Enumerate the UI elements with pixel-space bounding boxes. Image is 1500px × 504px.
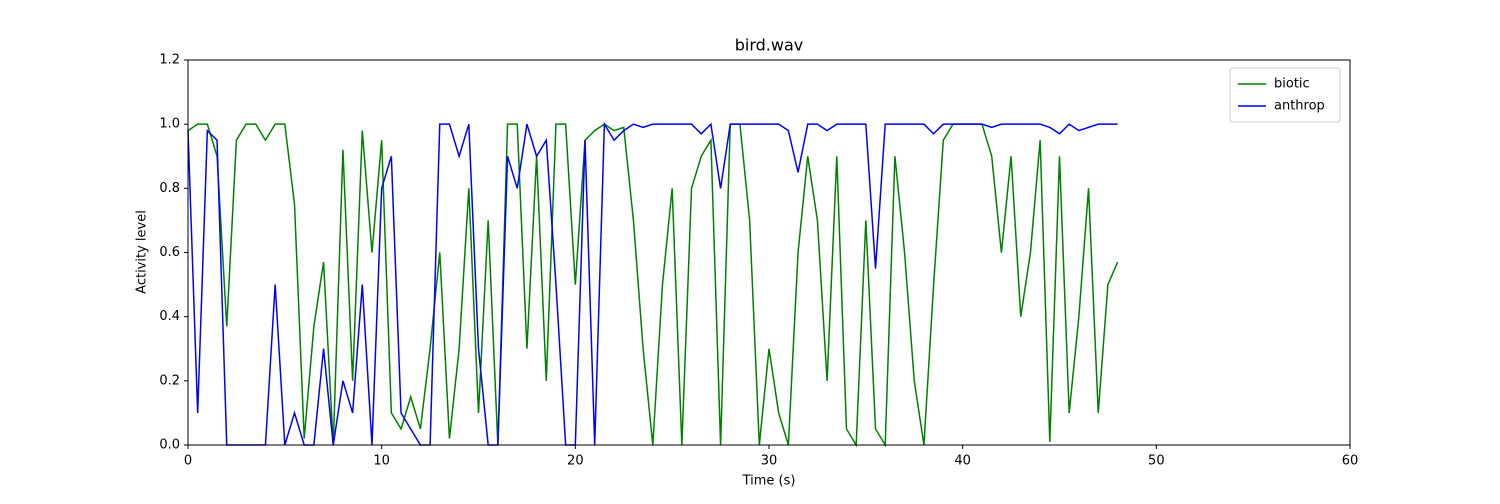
line-series (187, 123, 1119, 448)
y-tick-label: 0.8 (159, 181, 180, 196)
y-tick-label: 1.0 (159, 117, 180, 132)
y-tick-label: 0.0 (159, 438, 180, 453)
x-tick-label: 10 (373, 454, 390, 469)
y-tick-label: 0.6 (159, 245, 180, 260)
line-series (187, 121, 1118, 446)
y-axis-label: Activity level (135, 210, 150, 294)
y-tick-label: 0.2 (159, 373, 180, 388)
x-tick-label: 30 (761, 454, 778, 469)
legend-box (1229, 67, 1341, 123)
x-tick-label: 20 (567, 454, 584, 469)
x-axis-label: Time (s) (742, 474, 796, 489)
x-tick-label: 60 (1342, 454, 1359, 469)
legend-label: anthrop (1274, 99, 1325, 114)
chart-title: bird.wav (735, 36, 804, 55)
legend-label: biotic (1274, 77, 1310, 92)
y-tick-label: 1.2 (159, 53, 180, 68)
y-tick-label: 0.4 (159, 309, 180, 324)
x-tick-label: 0 (184, 454, 192, 469)
x-tick-label: 40 (954, 454, 971, 469)
plot-frame (187, 59, 1351, 446)
x-tick-label: 50 (1148, 454, 1165, 469)
